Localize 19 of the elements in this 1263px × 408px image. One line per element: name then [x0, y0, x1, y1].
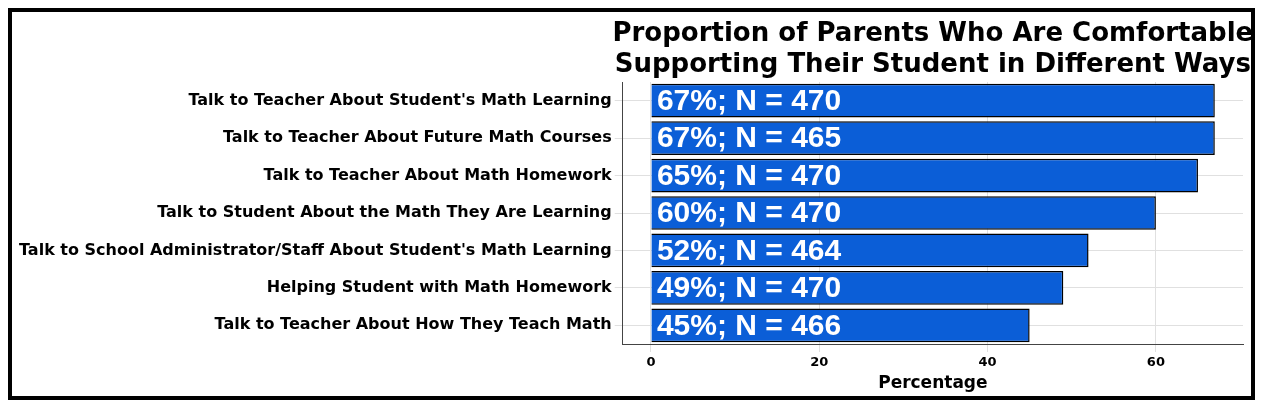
x-axis-title: Percentage: [878, 372, 988, 393]
y-tick-label: Talk to Teacher About Math Homework: [263, 164, 613, 184]
data-label: 67%; N = 470: [656, 82, 842, 116]
y-tick-label: Talk to Student About the Math They Are Learning: [157, 202, 612, 222]
x-tick-label: 60: [1146, 354, 1165, 370]
x-tick-label: 20: [810, 354, 829, 370]
x-tick-label: 0: [646, 354, 656, 370]
x-tick-label: 40: [978, 354, 997, 370]
y-tick-label: Helping Student with Math Homework: [266, 277, 613, 297]
y-tick-label: Talk to Teacher About Student's Math Learning: [188, 89, 612, 109]
data-label: 60%; N = 470: [656, 195, 842, 229]
data-label: 67%; N = 465: [656, 120, 842, 154]
y-tick-label: Talk to Teacher About How They Teach Math: [214, 314, 612, 334]
data-label: 65%; N = 470: [656, 157, 842, 191]
y-tick-label: Talk to School Administrator/Staff About Student's Math Learning: [18, 239, 612, 259]
data-label: 49%; N = 470: [656, 270, 842, 304]
data-label: 52%; N = 464: [656, 232, 842, 266]
y-tick-label: Talk to Teacher About Future Math Courses: [222, 127, 612, 147]
data-label: 45%; N = 466: [656, 307, 842, 341]
